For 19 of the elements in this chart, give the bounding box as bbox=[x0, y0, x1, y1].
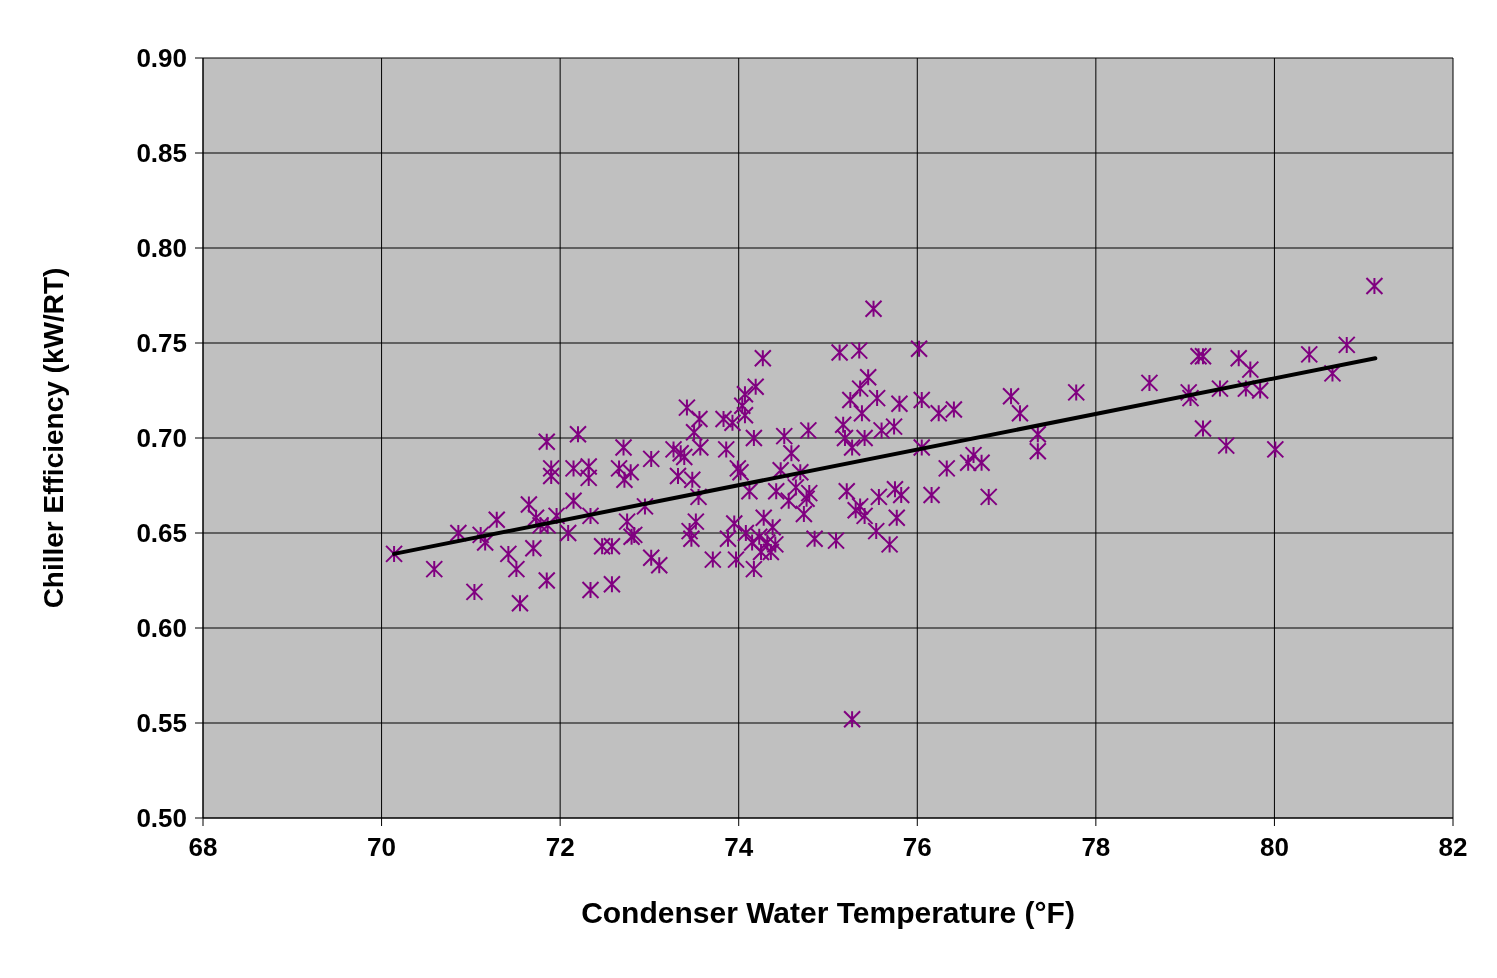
y-tick-label: 0.50 bbox=[136, 803, 187, 834]
x-tick-label: 70 bbox=[367, 832, 397, 863]
x-tick-label: 76 bbox=[902, 832, 932, 863]
x-tick-label: 72 bbox=[545, 832, 575, 863]
x-tick-label: 78 bbox=[1081, 832, 1111, 863]
x-tick-label: 82 bbox=[1438, 832, 1468, 863]
y-tick-label: 0.65 bbox=[136, 518, 187, 549]
x-tick-label: 68 bbox=[188, 832, 218, 863]
x-tick-label: 74 bbox=[724, 832, 754, 863]
x-tick-label: 80 bbox=[1259, 832, 1289, 863]
x-axis-title: Condenser Water Temperature (°F) bbox=[581, 896, 1075, 929]
y-tick-label: 0.55 bbox=[136, 708, 187, 739]
y-tick-label: 0.85 bbox=[136, 138, 187, 169]
y-tick-label: 0.90 bbox=[136, 43, 187, 74]
y-axis-title: Chiller Efficiency (kW/RT) bbox=[37, 267, 69, 609]
y-tick-label: 0.75 bbox=[136, 328, 187, 359]
y-tick-label: 0.70 bbox=[136, 423, 187, 454]
y-tick-label: 0.80 bbox=[136, 233, 187, 264]
y-tick-label: 0.60 bbox=[136, 613, 187, 644]
